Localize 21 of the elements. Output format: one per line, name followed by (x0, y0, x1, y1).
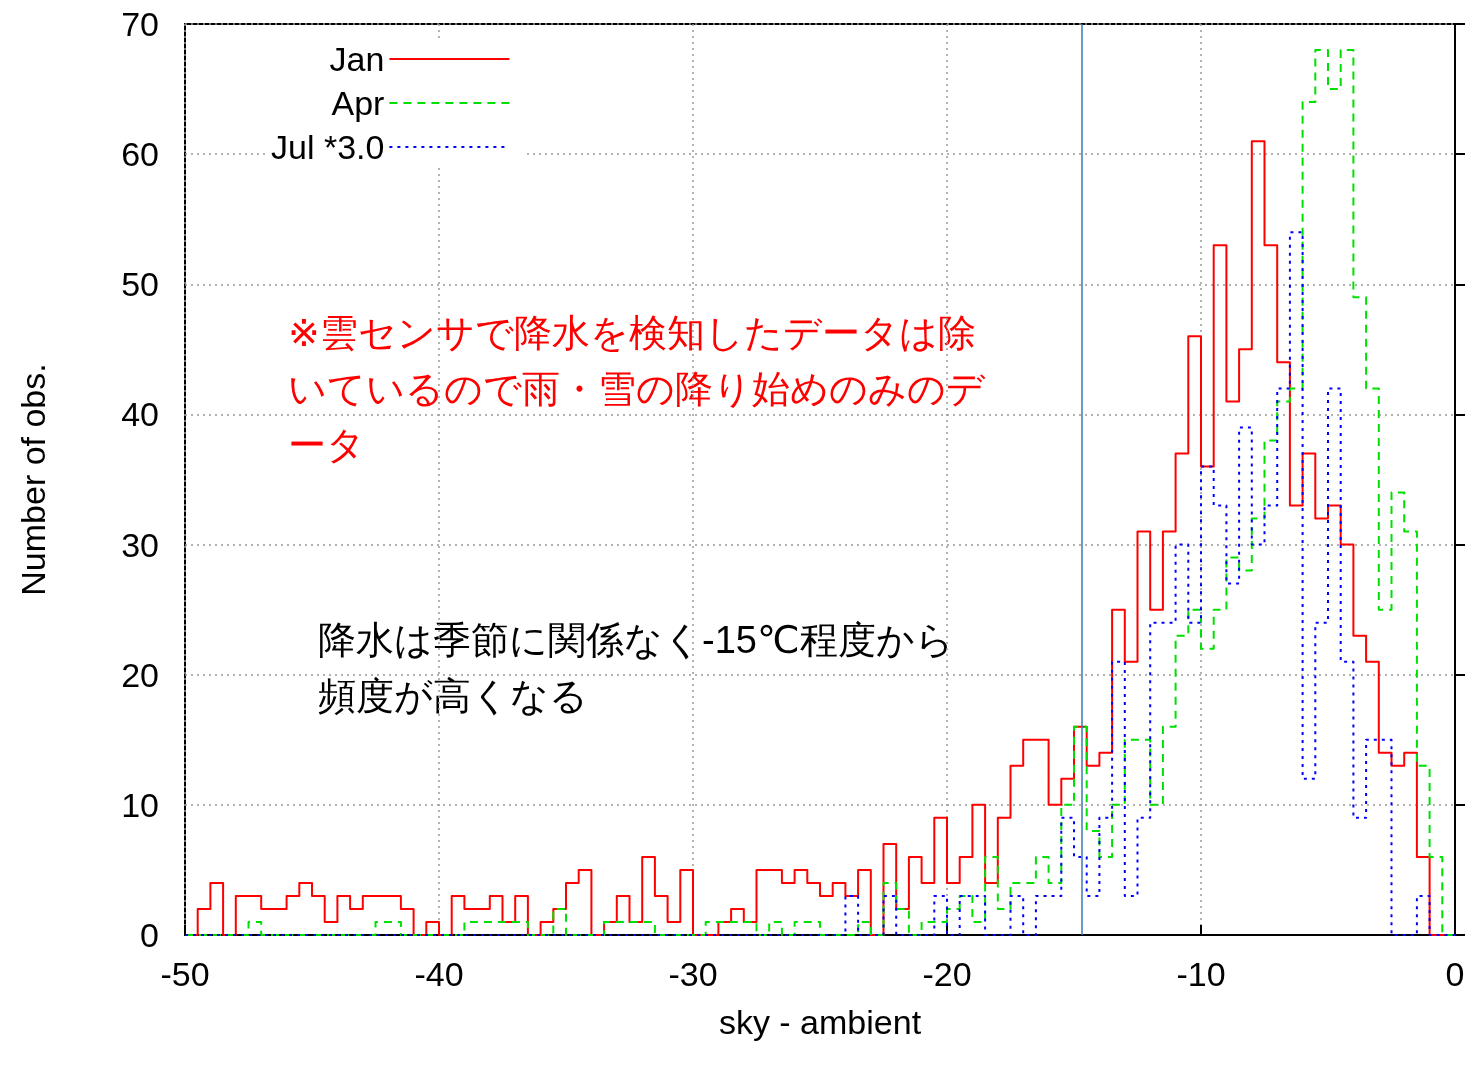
x-tick-label: -10 (1176, 955, 1226, 993)
y-tick-label: 20 (121, 655, 159, 694)
legend-label: Jul *3.0 (271, 128, 385, 166)
x-tick-label: -30 (668, 955, 718, 993)
y-tick-label: 60 (121, 135, 159, 174)
y-tick-label: 70 (121, 5, 159, 43)
y-tick-label: 50 (121, 265, 159, 304)
x-tick-label: 0 (1445, 955, 1465, 993)
annotation: ※雲センサで降水を検知したデータは除いているので雨・雪の降り始めのみのデータ (288, 312, 986, 466)
legend-label: Apr (331, 84, 385, 122)
x-axis-title: sky - ambient (718, 1003, 922, 1041)
y-tick-label: 10 (121, 785, 159, 824)
annotation: 降水は季節に関係なく-15℃程度から頻度が高くなる (318, 619, 954, 717)
y-tick-label: 40 (121, 395, 159, 434)
y-axis-title: Number of obs. (14, 363, 52, 596)
x-tick-label: -40 (414, 955, 464, 993)
legend-label: Jan (329, 40, 385, 78)
y-tick-label: 0 (140, 916, 159, 954)
x-tick-label: -50 (160, 955, 210, 993)
y-tick-label: 30 (121, 525, 159, 564)
x-tick-label: -20 (922, 955, 972, 993)
